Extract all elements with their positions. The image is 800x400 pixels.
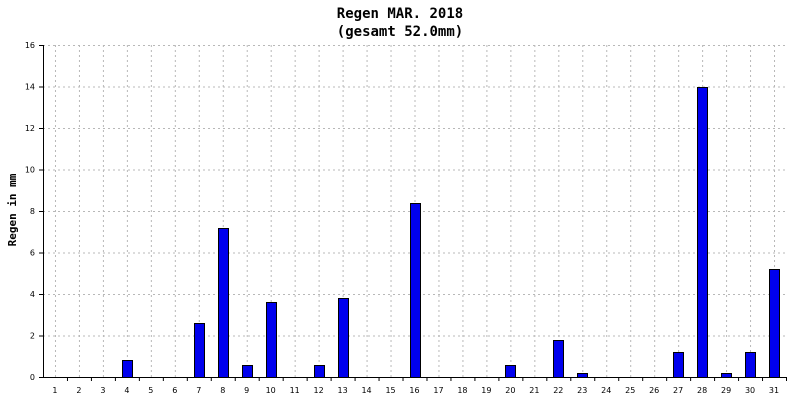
x-tick-label: 26 xyxy=(649,386,659,395)
y-tick-label: 12 xyxy=(25,124,35,133)
x-tick-label: 19 xyxy=(481,386,491,395)
y-tick-label: 2 xyxy=(30,332,35,341)
bar-day-23 xyxy=(577,373,588,378)
bar-day-13 xyxy=(338,298,349,378)
x-tick-label: 10 xyxy=(266,386,276,395)
bar-day-28 xyxy=(697,87,708,378)
x-tick-label: 12 xyxy=(314,386,324,395)
x-tick-label: 13 xyxy=(338,386,348,395)
x-tick-label: 3 xyxy=(100,386,105,395)
x-tick-label: 7 xyxy=(196,386,201,395)
x-tick-labels: 1 2 3 4 5 6 7 8 9 10 11 12 13 14 15 16 17 18 19 20 21 22 23 24 2… xyxy=(52,386,779,395)
x-tick-label: 2 xyxy=(76,386,81,395)
x-tick-label: 9 xyxy=(244,386,249,395)
x-tick-label: 17 xyxy=(433,386,443,395)
x-tick-label: 1 xyxy=(52,386,57,395)
bar-day-12 xyxy=(314,365,325,378)
x-tick-label: 8 xyxy=(220,386,225,395)
y-axis-label: Regen in mm xyxy=(6,173,19,246)
y-tick-label: 4 xyxy=(30,290,35,299)
y-tick-label: 14 xyxy=(25,83,35,92)
y-tick-label: 8 xyxy=(30,207,35,216)
bar-day-8 xyxy=(218,228,229,378)
x-tick-label: 15 xyxy=(385,386,395,395)
bar-day-20 xyxy=(505,365,516,378)
y-tick-label: 0 xyxy=(30,373,35,382)
bar-day-7 xyxy=(194,323,205,378)
y-tick-label: 16 xyxy=(25,41,35,50)
bars xyxy=(122,87,780,378)
x-tick-label: 31 xyxy=(769,386,779,395)
x-tick-label: 29 xyxy=(721,386,731,395)
axes xyxy=(39,45,787,381)
bar-day-22 xyxy=(553,340,564,378)
bar-day-27 xyxy=(673,352,684,378)
y-tick-labels: 0 2 4 6 8 10 12 14 16 xyxy=(25,41,35,382)
chart-title: Regen MAR. 2018 xyxy=(337,6,463,22)
bar-day-9 xyxy=(242,365,253,378)
x-tick-label: 5 xyxy=(148,386,153,395)
y-tick-label: 6 xyxy=(30,249,35,258)
x-tick-label: 18 xyxy=(457,386,467,395)
x-tick-label: 21 xyxy=(529,386,539,395)
bar-day-4 xyxy=(122,360,133,378)
x-tick-label: 27 xyxy=(673,386,683,395)
x-tick-label: 6 xyxy=(172,386,177,395)
bar-day-10 xyxy=(266,302,277,378)
x-tick-label: 23 xyxy=(577,386,587,395)
x-tick-label: 14 xyxy=(361,386,371,395)
x-tick-label: 28 xyxy=(697,386,707,395)
x-tick-label: 20 xyxy=(505,386,515,395)
x-tick-label: 4 xyxy=(124,386,129,395)
bar-day-29 xyxy=(721,373,732,378)
bar-day-31 xyxy=(769,269,780,378)
bar-day-16 xyxy=(410,203,421,378)
y-tick-label: 10 xyxy=(25,166,35,175)
x-tick-label: 16 xyxy=(409,386,419,395)
chart-subtitle: (gesamt 52.0mm) xyxy=(337,24,463,40)
x-tick-label: 11 xyxy=(290,386,300,395)
x-tick-label: 24 xyxy=(601,386,611,395)
x-tick-label: 22 xyxy=(553,386,563,395)
x-tick-label: 30 xyxy=(745,386,755,395)
bar-day-30 xyxy=(745,352,756,378)
x-tick-label: 25 xyxy=(625,386,635,395)
